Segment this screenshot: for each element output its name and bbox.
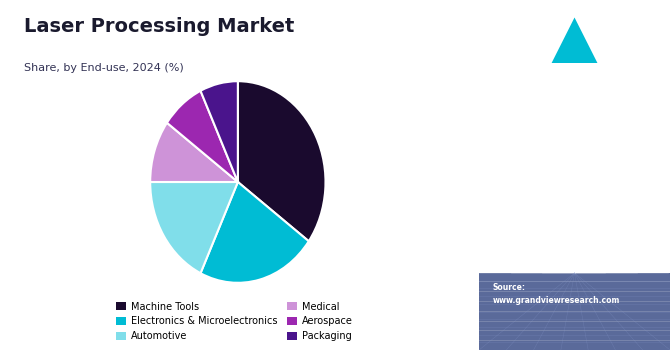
- Text: Source:
www.grandviewresearch.com: Source: www.grandviewresearch.com: [492, 284, 620, 305]
- Wedge shape: [167, 91, 238, 182]
- Wedge shape: [200, 81, 238, 182]
- Wedge shape: [150, 123, 238, 182]
- Text: $23.7B: $23.7B: [515, 126, 634, 154]
- Bar: [494, 18, 536, 63]
- FancyBboxPatch shape: [479, 273, 670, 350]
- Bar: [553, 18, 596, 63]
- Bar: [612, 18, 655, 63]
- Text: Share, by End-use, 2024 (%): Share, by End-use, 2024 (%): [24, 63, 184, 73]
- Text: GRAND VIEW RESEARCH: GRAND VIEW RESEARCH: [532, 79, 617, 84]
- Text: Global Market Size,
2024: Global Market Size, 2024: [527, 182, 622, 204]
- Polygon shape: [551, 18, 598, 63]
- Wedge shape: [150, 182, 238, 273]
- Legend: Machine Tools, Electronics & Microelectronics, Automotive, Medical, Aerospace, P: Machine Tools, Electronics & Microelectr…: [113, 298, 356, 345]
- Text: Laser Processing Market: Laser Processing Market: [24, 18, 294, 36]
- Wedge shape: [238, 81, 326, 241]
- Wedge shape: [200, 182, 309, 283]
